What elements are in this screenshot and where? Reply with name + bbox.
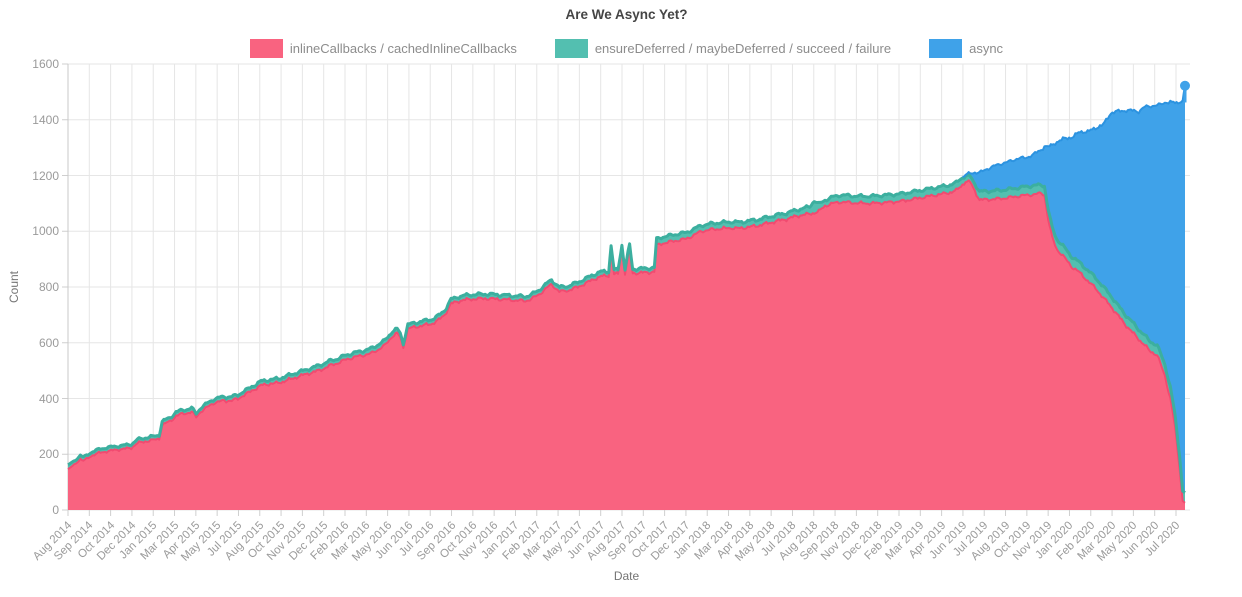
legend-swatch-icon [554,39,588,58]
x-axis-title: Date [613,569,640,583]
legend-swatch-icon [929,39,963,58]
y-tick-label: 1200 [32,168,59,183]
y-tick-label: 200 [38,447,59,462]
legend-item-1[interactable]: inlineCallbacks / cachedInlineCallbacks [249,39,517,58]
legend-label: async [969,41,1004,56]
end-point-marker [1180,80,1190,91]
legend: inlineCallbacks / cachedInlineCallbacks e… [68,39,1185,58]
line-async [962,85,1186,178]
y-tick-label: 1600 [32,57,59,71]
y-axis-title: Count [7,270,21,304]
y-tick-label: 600 [38,335,59,350]
chart-title: Are We Async Yet? [565,7,688,22]
y-tick-label: 400 [38,391,59,406]
y-tick-label: 1000 [32,224,59,239]
legend-item-3[interactable]: async [929,39,1003,58]
legend-item-2[interactable]: ensureDeferred / maybeDeferred / succeed… [554,39,892,58]
y-tick-label: 800 [38,280,59,294]
legend-swatch-icon [249,39,283,58]
legend-label: ensureDeferred / maybeDeferred / succeed… [594,41,892,56]
y-tick-label: 0 [52,503,59,517]
stacked-areas [67,85,1186,511]
legend-label: inlineCallbacks / cachedInlineCallbacks [289,41,517,56]
line-ensuredeferred [67,173,1186,494]
area-inlinecallbacks [68,180,1185,511]
y-tick-label: 1400 [32,112,59,127]
